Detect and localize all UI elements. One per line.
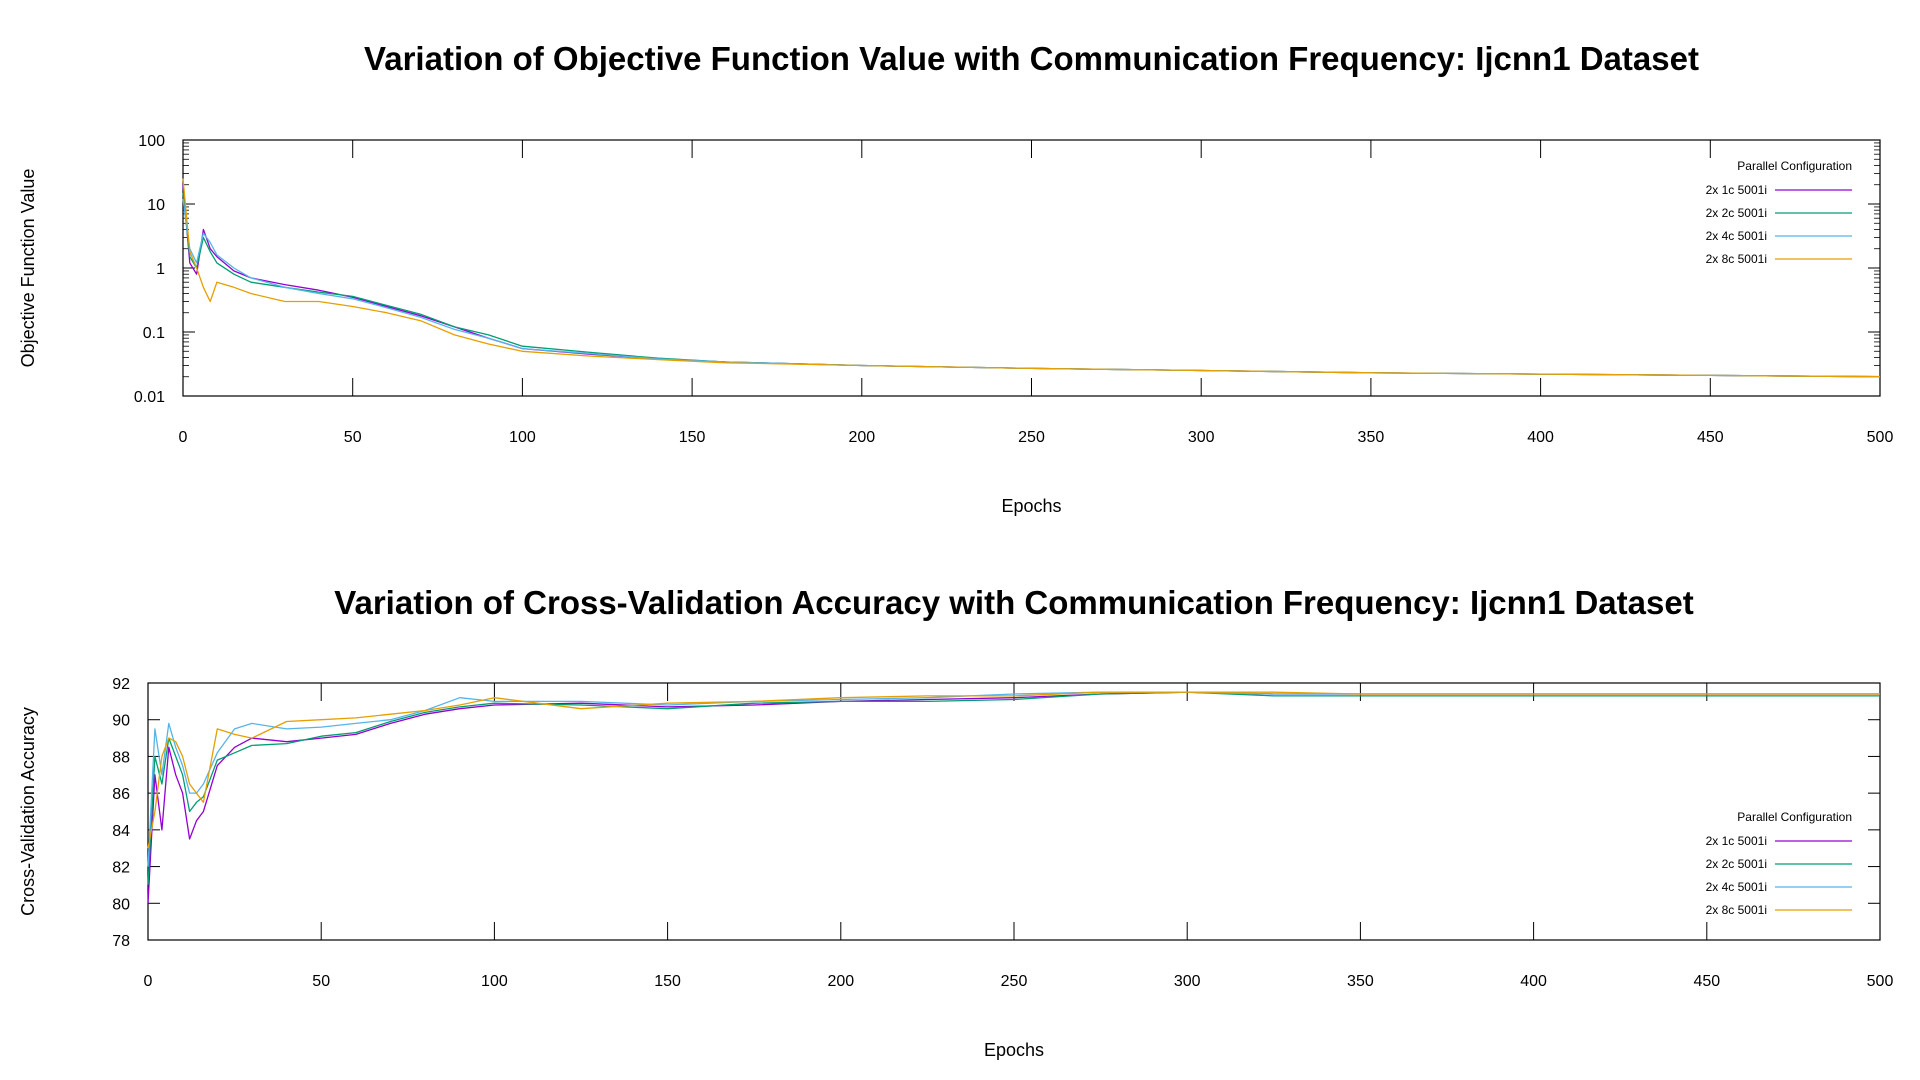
accuracy-x-tick-label: 300: [1174, 973, 1201, 990]
accuracy-legend-title: Parallel Configuration: [1737, 810, 1852, 824]
accuracy-x-tick-label: 250: [1001, 973, 1028, 990]
objective-x-tick-label: 350: [1358, 429, 1385, 446]
objective-x-tick-label: 150: [679, 429, 706, 446]
accuracy-y-tick-label: 80: [112, 896, 130, 913]
accuracy-x-tick-label: 50: [312, 973, 330, 990]
accuracy-x-tick-label: 150: [654, 973, 681, 990]
accuracy-series-line-2: [147, 691, 1880, 885]
objective-x-tick-label: 250: [1018, 429, 1045, 446]
objective-series-line-1: [182, 184, 1881, 378]
objective-chart: Variation of Objective Function Value wi…: [18, 40, 1893, 516]
accuracy-y-tick-label: 78: [112, 933, 130, 950]
accuracy-y-tick-label: 86: [112, 786, 130, 803]
objective-x-tick-label: 500: [1867, 429, 1894, 446]
accuracy-y-tick-label: 82: [112, 860, 130, 877]
objective-y-tick-label: 0.1: [143, 325, 165, 342]
objective-plot-frame: [182, 139, 1881, 397]
objective-legend-entry-label: 2x 1c 5001i: [1706, 183, 1767, 197]
objective-series-line-2: [182, 192, 1881, 378]
accuracy-x-tick-label: 100: [481, 973, 508, 990]
objective-x-tick-label: 50: [344, 429, 362, 446]
objective-x-tick-label: 200: [848, 429, 875, 446]
objective-x-tick-label: 0: [179, 429, 188, 446]
objective-y-tick-label: 10: [147, 197, 165, 214]
accuracy-y-tick-label: 92: [112, 676, 130, 693]
objective-series-line-3: [182, 198, 1881, 378]
objective-series-line-4: [182, 178, 1881, 378]
accuracy-y-tick-label: 90: [112, 713, 130, 730]
objective-x-tick-label: 300: [1188, 429, 1215, 446]
accuracy-chart-title: Variation of Cross-Validation Accuracy w…: [334, 584, 1693, 621]
objective-legend: Parallel Configuration 2x 1c 5001i 2x 2c 5…: [1706, 159, 1852, 266]
accuracy-x-axis-label: Epochs: [984, 1040, 1044, 1060]
objective-legend-title: Parallel Configuration: [1737, 159, 1852, 173]
objective-y-tick-label: 1: [156, 261, 165, 278]
objective-chart-title: Variation of Objective Function Value wi…: [364, 40, 1699, 77]
accuracy-chart: Variation of Cross-Validation Accuracy w…: [18, 584, 1893, 1060]
accuracy-x-tick-label: 400: [1520, 973, 1547, 990]
objective-legend-entry-label: 2x 2c 5001i: [1706, 206, 1767, 220]
accuracy-legend: Parallel Configuration 2x 1c 5001i 2x 2c 5…: [1706, 810, 1852, 917]
accuracy-series-line-1: [147, 691, 1880, 904]
accuracy-y-axis-label: Cross-Validation Accuracy: [18, 707, 38, 916]
objective-y-tick-label: 0.01: [134, 389, 165, 406]
accuracy-x-tick-label: 500: [1867, 973, 1894, 990]
objective-legend-entry-label: 2x 4c 5001i: [1706, 229, 1767, 243]
accuracy-x-tick-label: 450: [1693, 973, 1720, 990]
objective-x-tick-label: 450: [1697, 429, 1724, 446]
accuracy-legend-entry-label: 2x 1c 5001i: [1706, 834, 1767, 848]
accuracy-series-line-4: [147, 691, 1880, 849]
accuracy-y-tick-label: 84: [112, 823, 130, 840]
accuracy-x-tick-label: 0: [144, 973, 153, 990]
objective-x-tick-label: 400: [1527, 429, 1554, 446]
objective-y-axis-label: Objective Function Value: [18, 169, 38, 368]
accuracy-legend-entry-label: 2x 4c 5001i: [1706, 880, 1767, 894]
accuracy-x-tick-label: 200: [827, 973, 854, 990]
accuracy-x-tick-label: 350: [1347, 973, 1374, 990]
objective-y-tick-label: 100: [138, 133, 165, 150]
accuracy-legend-entry-label: 2x 2c 5001i: [1706, 857, 1767, 871]
accuracy-legend-entry-label: 2x 8c 5001i: [1706, 903, 1767, 917]
objective-legend-entry-label: 2x 8c 5001i: [1706, 252, 1767, 266]
objective-x-axis-label: Epochs: [1001, 496, 1061, 516]
accuracy-plot-frame: [147, 682, 1881, 941]
accuracy-y-tick-label: 88: [112, 749, 130, 766]
objective-x-tick-label: 100: [509, 429, 536, 446]
